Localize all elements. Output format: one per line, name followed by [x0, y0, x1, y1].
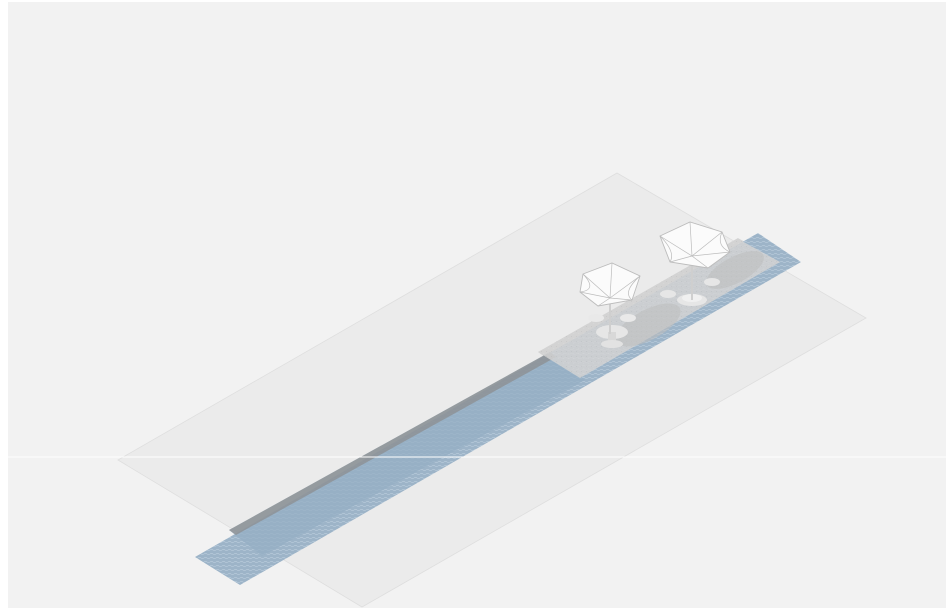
umbrella-right	[659, 221, 731, 300]
umbrella-shadow-left	[615, 303, 681, 347]
cafe-table-left	[588, 314, 636, 348]
cafe-table-right	[660, 278, 720, 306]
umbrella-left	[579, 262, 641, 334]
umbrella-shadow-right	[706, 251, 764, 289]
canal-wall	[229, 352, 556, 535]
canal-channel	[229, 352, 585, 556]
